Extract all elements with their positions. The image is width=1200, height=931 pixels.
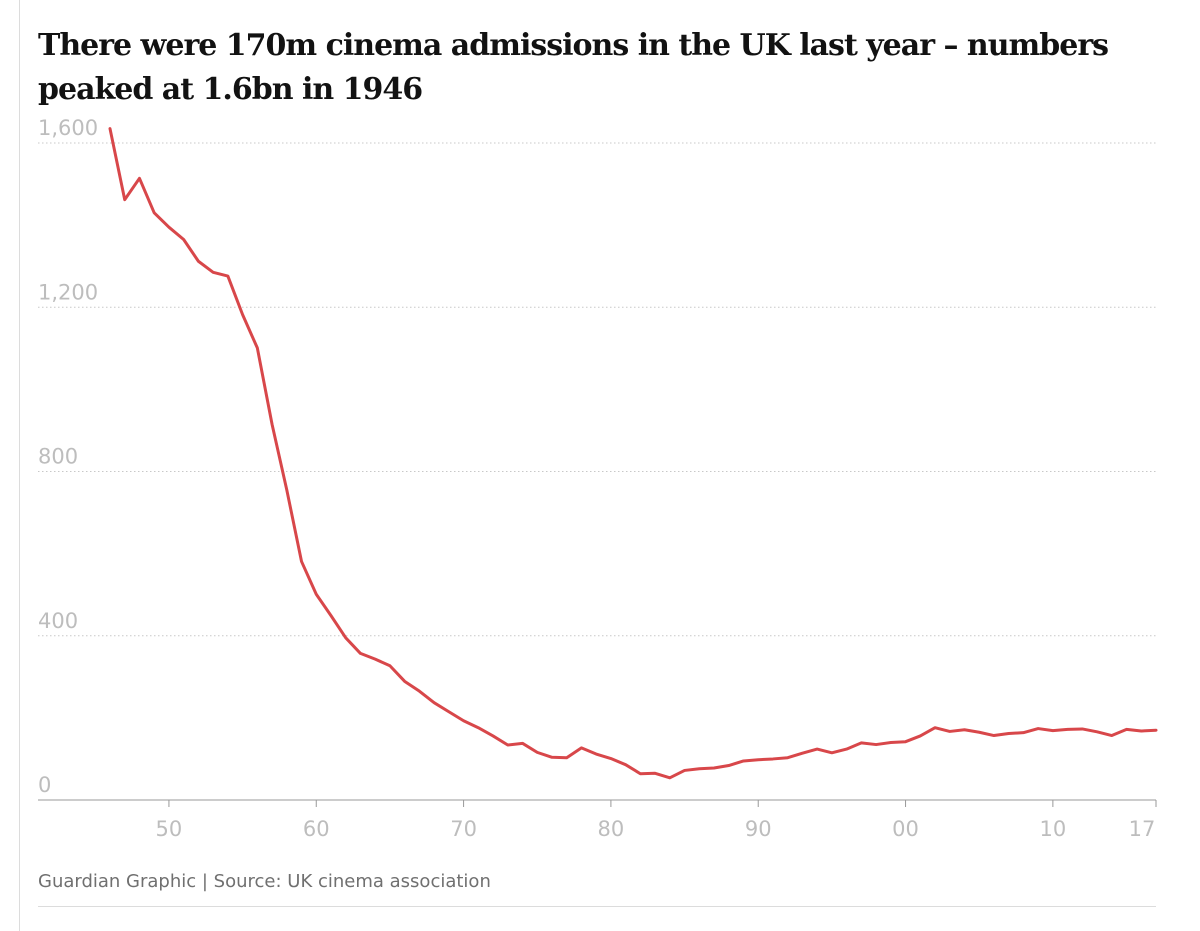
data-point bbox=[447, 710, 450, 713]
data-point bbox=[1022, 731, 1025, 734]
data-point bbox=[624, 763, 627, 766]
data-point bbox=[138, 177, 141, 180]
y-axis-labels: 0 400 800 1,200 1,600 bbox=[38, 116, 98, 797]
data-point bbox=[816, 748, 819, 751]
x-tick-label: 17 bbox=[1129, 817, 1156, 841]
data-point bbox=[1140, 730, 1143, 733]
data-point bbox=[477, 726, 480, 729]
x-tick-label: 70 bbox=[450, 817, 477, 841]
data-point bbox=[845, 748, 848, 751]
data-point bbox=[742, 759, 745, 762]
x-tick-label: 60 bbox=[303, 817, 330, 841]
y-tick-label: 400 bbox=[38, 609, 78, 633]
data-point bbox=[1037, 727, 1040, 730]
data-point bbox=[536, 751, 539, 754]
data-point bbox=[492, 734, 495, 737]
data-point bbox=[801, 752, 804, 755]
data-point bbox=[123, 198, 126, 201]
data-point bbox=[757, 758, 760, 761]
data-point bbox=[167, 226, 170, 229]
data-point bbox=[374, 658, 377, 661]
data-point bbox=[654, 772, 657, 775]
data-point bbox=[771, 757, 774, 760]
data-point bbox=[462, 719, 465, 722]
data-point bbox=[550, 756, 553, 759]
data-point bbox=[521, 742, 524, 745]
chart-title: There were 170m cinema admissions in the… bbox=[38, 28, 1109, 107]
data-point bbox=[418, 690, 421, 693]
data-point bbox=[595, 753, 598, 756]
data-point bbox=[403, 680, 406, 683]
data-point bbox=[639, 772, 642, 775]
data-point bbox=[860, 741, 863, 744]
y-tick-label: 1,200 bbox=[38, 280, 98, 304]
data-point bbox=[1096, 730, 1099, 733]
y-tick-label: 800 bbox=[38, 445, 78, 469]
data-point bbox=[963, 728, 966, 731]
data-point bbox=[978, 731, 981, 734]
data-point bbox=[609, 757, 612, 760]
x-tick-label: 10 bbox=[1040, 817, 1067, 841]
data-point bbox=[1066, 728, 1069, 731]
y-tick-label: 0 bbox=[38, 773, 51, 797]
data-point bbox=[315, 593, 318, 596]
data-point bbox=[713, 766, 716, 769]
data-point bbox=[786, 756, 789, 759]
series-layer bbox=[108, 127, 1158, 780]
x-tick-label: 80 bbox=[598, 817, 625, 841]
data-point bbox=[919, 734, 922, 737]
data-points bbox=[109, 127, 1158, 779]
data-point bbox=[359, 652, 362, 655]
data-point bbox=[727, 764, 730, 767]
data-point bbox=[1051, 729, 1054, 732]
bottom-rule bbox=[38, 906, 1156, 907]
data-point bbox=[182, 238, 185, 241]
data-point bbox=[329, 614, 332, 617]
data-point bbox=[153, 211, 156, 214]
x-axis bbox=[38, 799, 1157, 807]
data-point bbox=[344, 636, 347, 639]
data-point bbox=[1125, 728, 1128, 731]
x-tick-label: 00 bbox=[892, 817, 919, 841]
data-point bbox=[271, 423, 274, 426]
data-point bbox=[1155, 729, 1158, 732]
data-point bbox=[433, 701, 436, 704]
data-point bbox=[683, 769, 686, 772]
data-point bbox=[285, 488, 288, 491]
x-axis-labels: 50 60 70 80 90 00 10 17 bbox=[156, 817, 1156, 841]
data-point bbox=[904, 740, 907, 743]
data-point bbox=[934, 726, 937, 729]
data-point bbox=[889, 741, 892, 744]
data-point bbox=[1007, 732, 1010, 735]
x-tick-label: 90 bbox=[745, 817, 772, 841]
data-point bbox=[580, 746, 583, 749]
data-point bbox=[388, 664, 391, 667]
data-point bbox=[197, 260, 200, 263]
gridlines bbox=[38, 142, 1156, 637]
data-point bbox=[300, 560, 303, 563]
data-point bbox=[212, 271, 215, 274]
data-point bbox=[1081, 727, 1084, 730]
data-point bbox=[109, 127, 112, 130]
data-point bbox=[875, 743, 878, 746]
data-point bbox=[506, 743, 509, 746]
x-tick-label: 50 bbox=[156, 817, 183, 841]
data-point bbox=[1110, 734, 1113, 737]
data-point bbox=[226, 275, 229, 278]
data-point bbox=[668, 776, 671, 779]
data-point bbox=[948, 730, 951, 733]
data-point bbox=[241, 313, 244, 316]
data-point bbox=[992, 734, 995, 737]
data-point bbox=[256, 346, 259, 349]
y-tick-label: 1,600 bbox=[38, 116, 98, 140]
data-point bbox=[830, 751, 833, 754]
left-border-rule bbox=[19, 0, 20, 931]
data-point bbox=[565, 756, 568, 759]
data-point bbox=[698, 767, 701, 770]
source-note: Guardian Graphic | Source: UK cinema ass… bbox=[38, 871, 491, 892]
series-line bbox=[108, 127, 1158, 780]
